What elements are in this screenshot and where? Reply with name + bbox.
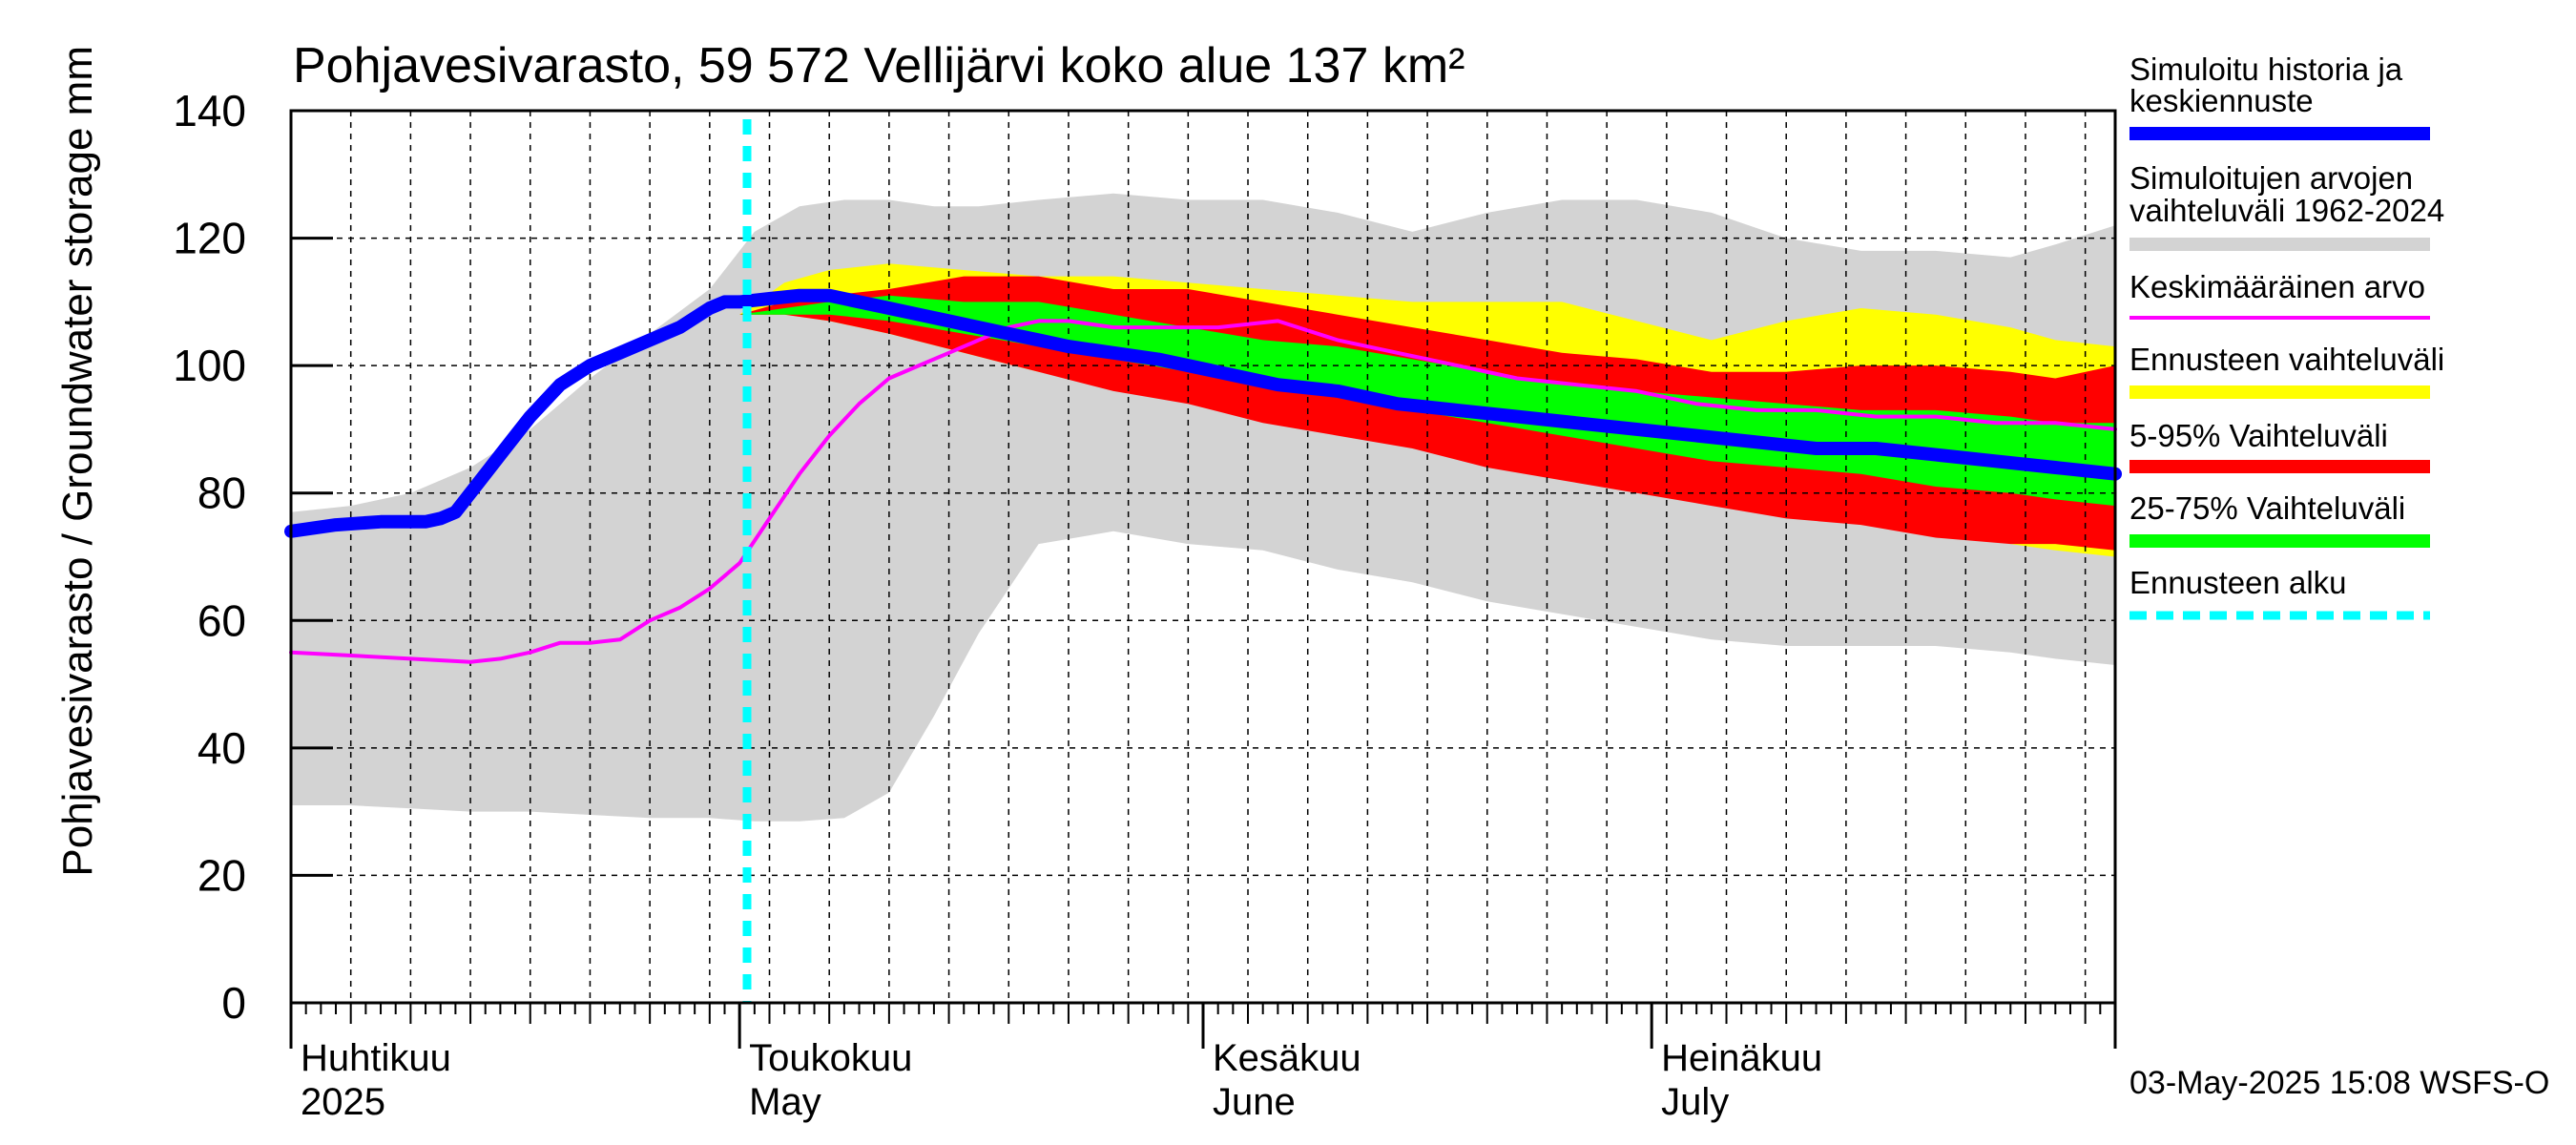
legend-label-range_25_75: 25-75% Vaihteluväli	[2129, 490, 2405, 526]
y-tick-label: 40	[197, 723, 246, 773]
legend-label-mean: Keskimääräinen arvo	[2129, 269, 2425, 304]
line-layer	[284, 119, 2122, 1003]
y-tick-label: 140	[173, 86, 246, 135]
y-tick-label: 100	[173, 341, 246, 390]
legend-label-range_5_95: 5-95% Vaihteluväli	[2129, 418, 2388, 453]
legend-label-range_1962_2024: Simuloitujen arvojen	[2129, 160, 2413, 196]
y-tick-label: 0	[221, 978, 246, 1028]
x-month-label: Huhtikuu	[301, 1037, 451, 1079]
y-tick-labels: 0 20 40 60 80 100 120 140	[173, 86, 246, 1028]
y-axis-label: Pohjavesivarasto / Groundwater storage m…	[54, 46, 101, 877]
legend-sublabel-history: keskiennuste	[2129, 83, 2314, 118]
legend-label-forecast_range: Ennusteen vaihteluväli	[2129, 342, 2444, 377]
x-month-sublabel: 2025	[301, 1081, 385, 1123]
legend-label-forecast_start: Ennusteen alku	[2129, 565, 2347, 600]
y-tick-label: 120	[173, 214, 246, 263]
x-month-sublabel: May	[749, 1081, 821, 1123]
x-month-label: Kesäkuu	[1213, 1037, 1361, 1079]
y-tick-label: 20	[197, 850, 246, 900]
legend-label-history: Simuloitu historia ja	[2129, 52, 2403, 87]
timestamp-label: 03-May-2025 15:08 WSFS-O	[2129, 1065, 2549, 1101]
line-history	[284, 288, 2122, 538]
x-month-label: Toukokuu	[749, 1037, 912, 1079]
x-ticks	[289, 1003, 2117, 1049]
chart-title: Pohjavesivarasto, 59 572 Vellijärvi koko…	[293, 38, 1465, 94]
y-tick-label: 60	[197, 595, 246, 645]
x-month-sublabel: July	[1661, 1081, 1729, 1123]
x-month-label: Heinäkuu	[1661, 1037, 1822, 1079]
area-layer	[291, 193, 2116, 822]
y-tick-label: 80	[197, 468, 246, 518]
legend-sublabel-range_1962_2024: vaihteluväli 1962-2024	[2129, 193, 2444, 228]
x-month-sublabel: June	[1213, 1081, 1296, 1123]
